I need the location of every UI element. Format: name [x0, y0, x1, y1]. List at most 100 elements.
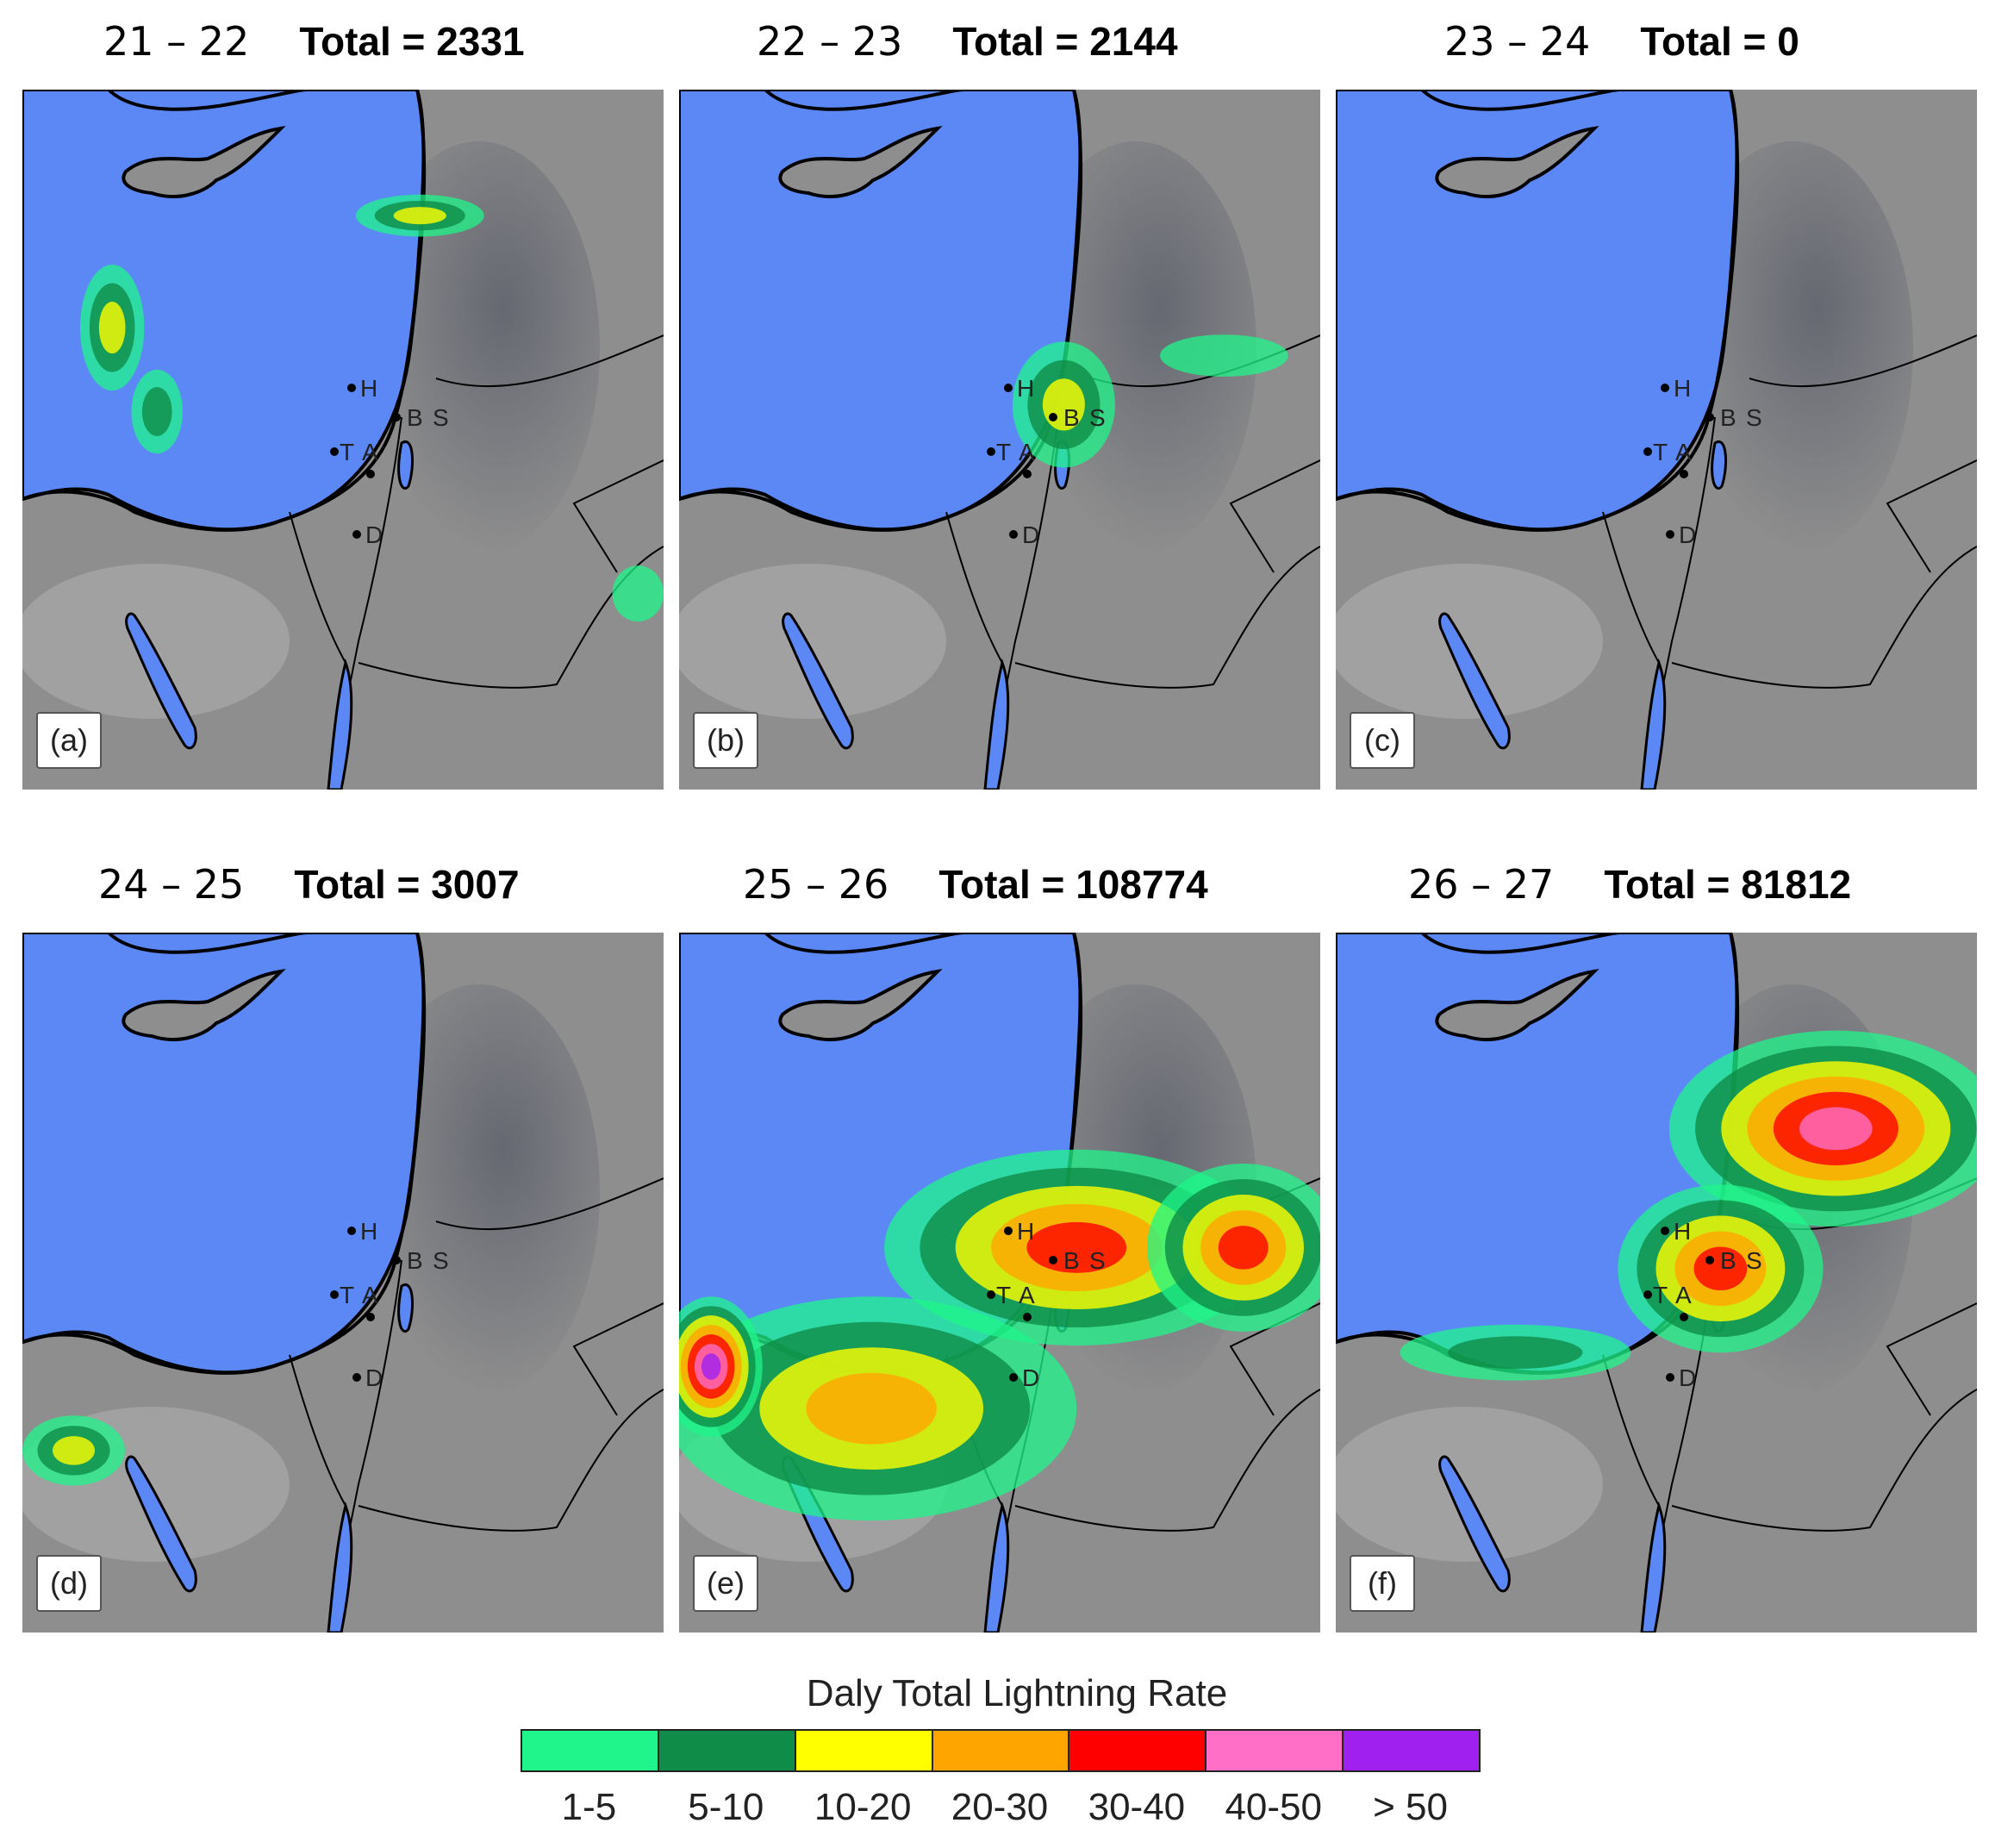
city-marker [1661, 1227, 1669, 1235]
water-body [983, 658, 1010, 790]
coastline [107, 90, 308, 111]
country-border [289, 1354, 351, 1537]
legend-swatch [658, 1731, 796, 1770]
city-label-h: H [1017, 375, 1034, 402]
legend-label: 30-40 [1088, 1786, 1186, 1828]
city-marker [1049, 413, 1057, 421]
water-body [1711, 440, 1727, 490]
city-label-a: A [362, 1282, 378, 1308]
legend-swatch [522, 1731, 659, 1770]
city-marker [1661, 384, 1669, 392]
city-label-d: D [1022, 1364, 1039, 1391]
city-marker [352, 530, 361, 539]
city-marker [1009, 530, 1018, 539]
legend-swatch [1069, 1731, 1207, 1770]
legend-swatch [795, 1731, 933, 1770]
map-panel-a: H B S T A D (a) [22, 90, 664, 790]
city-marker [330, 1290, 339, 1299]
country-border [572, 1302, 664, 1416]
city-label-a: A [1019, 1282, 1035, 1308]
lightning-density-cluster [53, 1436, 96, 1465]
country-border [1014, 1389, 1320, 1532]
country-border [347, 416, 402, 694]
panel-label: (a) [36, 712, 102, 769]
city-label-t: T [996, 1282, 1011, 1308]
panel-period: 25 – 26 [743, 861, 889, 908]
city-marker [366, 470, 375, 478]
map-panel-b: H B S T A D (b) [679, 90, 1320, 790]
country-border [1229, 459, 1320, 573]
cyprus-island [1435, 126, 1599, 199]
city-marker [1004, 1227, 1013, 1235]
city-marker [1666, 1373, 1674, 1382]
water-body [1438, 1455, 1511, 1593]
city-label-a: A [1675, 1282, 1692, 1308]
country-border [1671, 1389, 1977, 1532]
terrain-shading [22, 564, 290, 719]
panel-total: Total = 0 [1640, 19, 1799, 64]
city-label-d: D [1679, 521, 1696, 548]
city-label-d: D [1679, 1364, 1696, 1391]
coastline [764, 90, 964, 111]
map-graphic: H B S T A D [679, 90, 1320, 790]
panel-label: (c) [1350, 712, 1415, 769]
cyprus-island [778, 126, 943, 199]
city-label-t: T [1653, 1282, 1668, 1308]
city-label-b: B [1720, 1247, 1736, 1274]
lightning-density-cluster [1799, 1107, 1873, 1151]
panel-label: (f) [1350, 1555, 1415, 1612]
city-label-b: B [1063, 1247, 1080, 1274]
country-border [1749, 334, 1977, 388]
country-border [572, 459, 664, 573]
city-marker [1023, 1313, 1032, 1321]
country-border [435, 334, 664, 388]
city-label-d: D [1022, 521, 1039, 548]
water-body [125, 1455, 197, 1593]
city-label-s: S [433, 1247, 449, 1274]
map-graphic: H B S T A D [1336, 933, 1977, 1633]
lightning-density-cluster [1218, 1226, 1269, 1270]
legend-title: Daly Total Lightning Rate [806, 1672, 1228, 1714]
panel-title-f: 26 – 27 Total = 81812 [1408, 858, 1851, 910]
cyprus-island [778, 969, 943, 1042]
cyprus-island [1435, 969, 1599, 1042]
city-marker [330, 447, 339, 456]
panel-title-b: 22 – 23 Total = 2144 [757, 16, 1178, 67]
panel-period: 24 – 25 [98, 861, 245, 908]
city-label-t: T [340, 439, 354, 465]
country-border [1014, 546, 1320, 689]
country-border [435, 1177, 664, 1231]
panel-label: (d) [36, 1555, 102, 1612]
coastline [1420, 933, 1621, 954]
water-body [983, 1501, 1010, 1633]
country-border [1602, 1354, 1664, 1537]
legend-swatch [1344, 1731, 1480, 1770]
city-label-s: S [1746, 1247, 1762, 1274]
city-label-s: S [1089, 1247, 1106, 1274]
lightning-density-cluster [98, 301, 126, 354]
city-label-s: S [433, 404, 449, 431]
water-body [1640, 658, 1667, 790]
map-panel-f: H B S T A D (f) [1336, 933, 1977, 1633]
legend-label: 20-30 [951, 1786, 1049, 1828]
country-border [347, 1259, 402, 1537]
panel-label: (e) [693, 1555, 758, 1612]
city-marker [1009, 1373, 1018, 1382]
legend-label: > 50 [1373, 1786, 1449, 1828]
water-body [327, 658, 353, 790]
legend-swatch [932, 1731, 1070, 1770]
map-panel-e: H B S T A D (e) [679, 933, 1320, 1633]
legend-labels: 1-5 5-10 10-20 20-30 30-40 40-50 > 50 [521, 1786, 1479, 1829]
city-label-s: S [1746, 404, 1762, 431]
city-label-t: T [996, 439, 1011, 465]
city-label-t: T [340, 1282, 354, 1308]
city-label-b: B [407, 404, 423, 431]
panel-title-d: 24 – 25 Total = 3007 [98, 858, 520, 910]
panel-period: 21 – 22 [103, 18, 250, 65]
country-border [358, 1389, 664, 1532]
city-marker [987, 1290, 995, 1299]
cyprus-island [122, 126, 286, 199]
lightning-density-cluster [393, 207, 446, 225]
city-label-s: S [1089, 404, 1106, 431]
country-border [1092, 334, 1320, 388]
